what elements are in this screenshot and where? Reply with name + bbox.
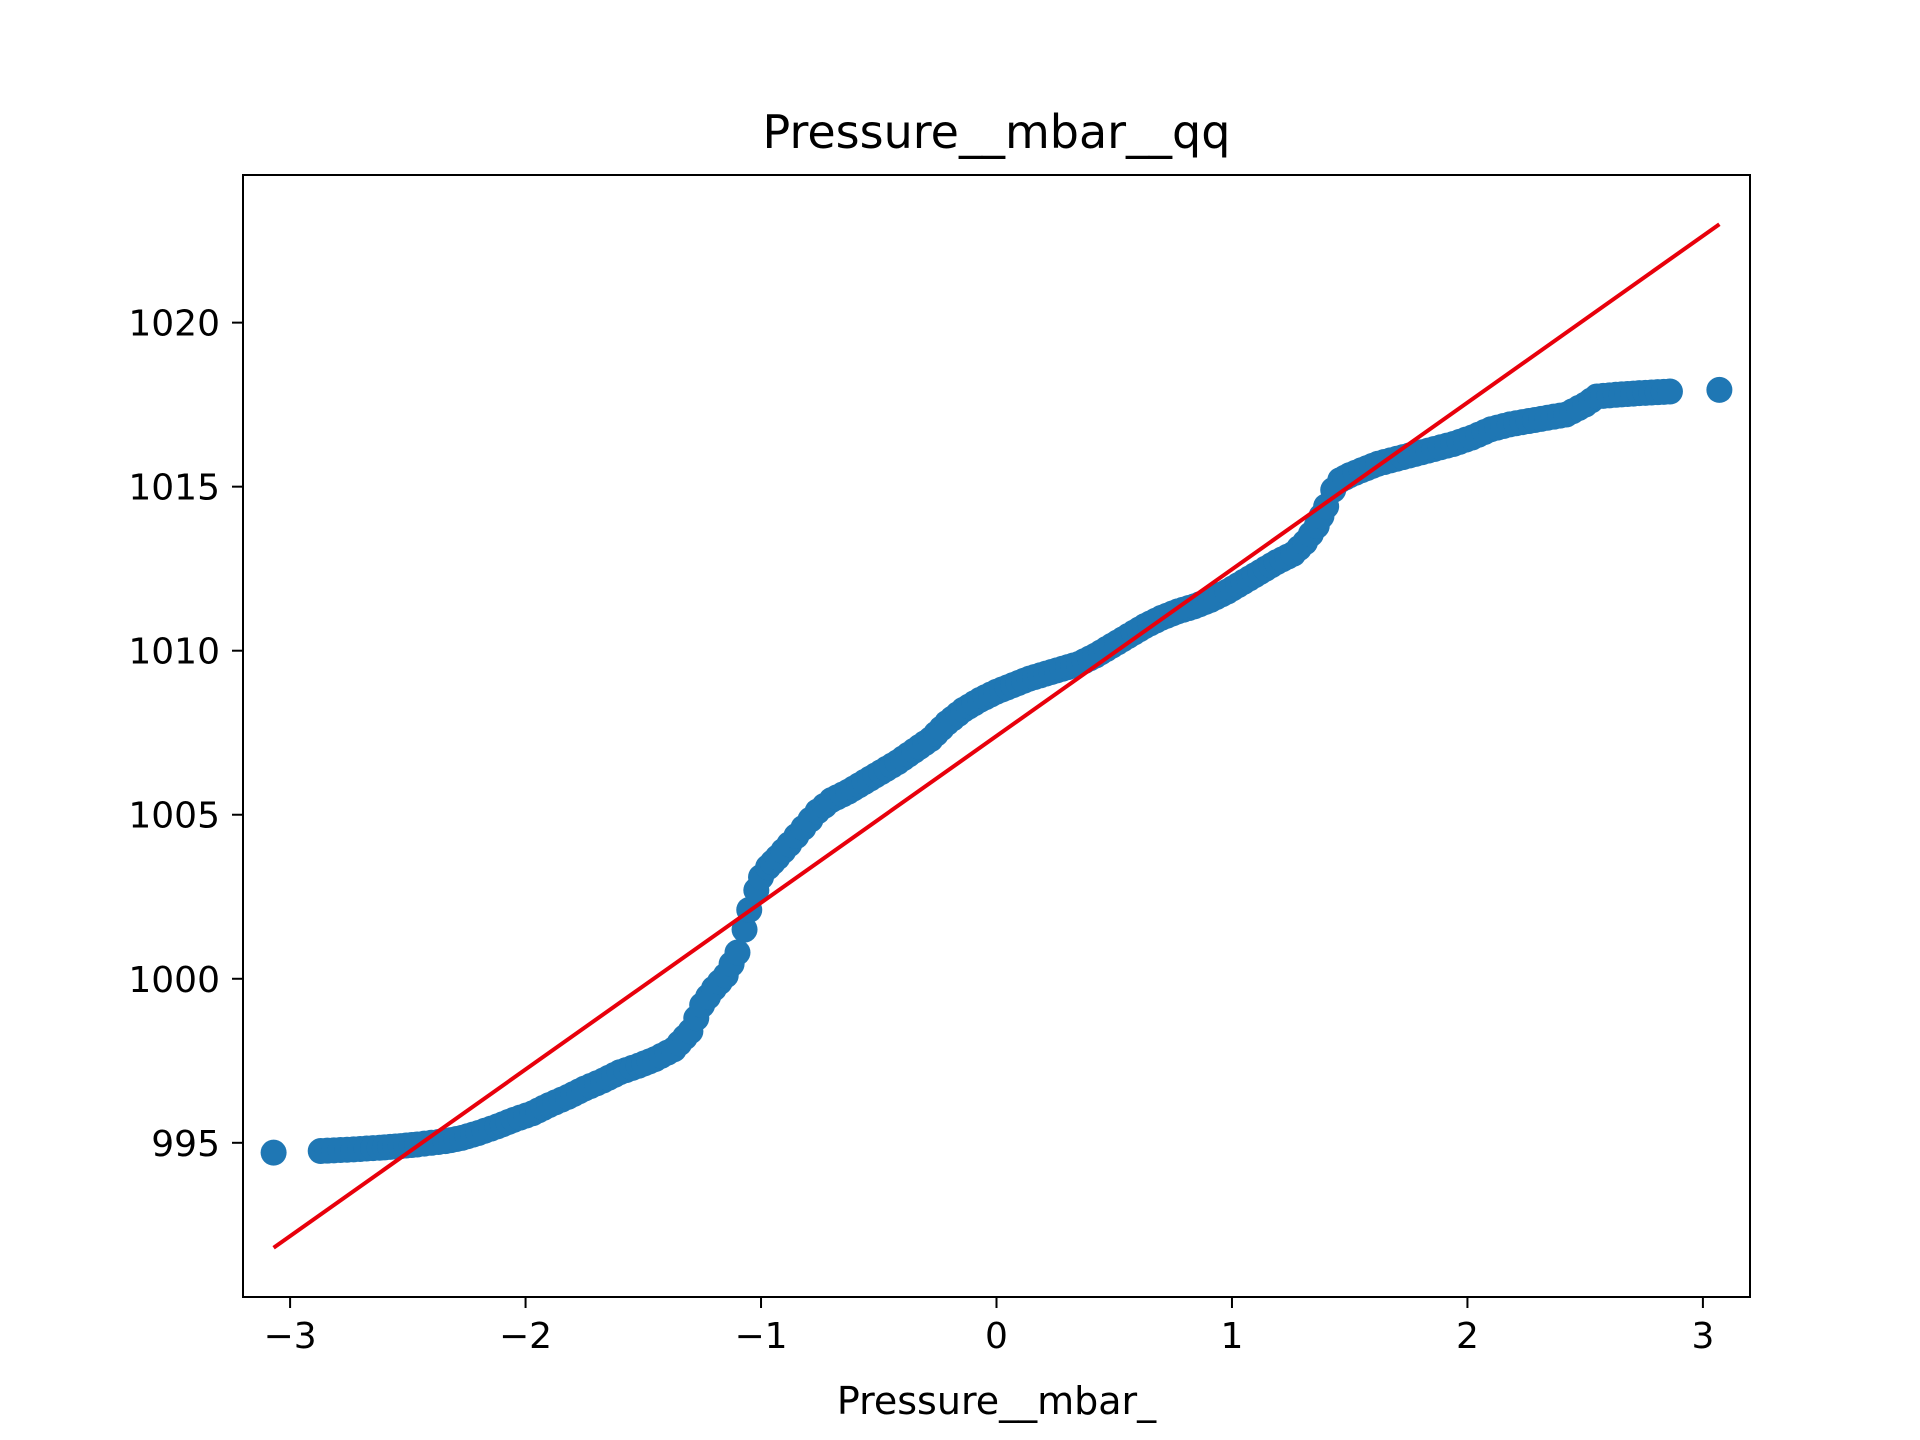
x-axis: −3 −2 −1 0 1 2 3 — [264, 1297, 1714, 1357]
x-tick-label: −2 — [499, 1316, 552, 1357]
x-tick-label: −1 — [734, 1316, 787, 1357]
qq-point — [1706, 376, 1733, 403]
x-tick-label: 3 — [1691, 1316, 1714, 1357]
x-tick-label: −3 — [264, 1316, 317, 1357]
qq-point — [1656, 378, 1683, 405]
x-axis-label: Pressure__mbar_ — [837, 1379, 1157, 1423]
y-tick-label: 1010 — [128, 632, 220, 673]
y-tick-label: 1000 — [128, 960, 220, 1001]
reference-line — [272, 222, 1721, 1250]
axes-frame — [242, 174, 1751, 1298]
y-tick-label: 995 — [151, 1124, 220, 1165]
x-tick-label: 1 — [1221, 1316, 1244, 1357]
qq-point — [724, 939, 751, 966]
y-tick-label: 1005 — [128, 796, 220, 837]
x-tick-label: 2 — [1456, 1316, 1479, 1357]
y-tick-label: 1020 — [128, 304, 220, 345]
plot-area — [260, 222, 1733, 1250]
y-axis: 995 1000 1005 1010 1015 1020 — [128, 304, 243, 1165]
qq-point — [260, 1139, 287, 1166]
qq-point — [731, 916, 758, 943]
y-tick-label: 1015 — [128, 468, 220, 509]
x-tick-label: 0 — [985, 1316, 1008, 1357]
chart-title: Pressure__mbar__qq — [763, 105, 1231, 159]
